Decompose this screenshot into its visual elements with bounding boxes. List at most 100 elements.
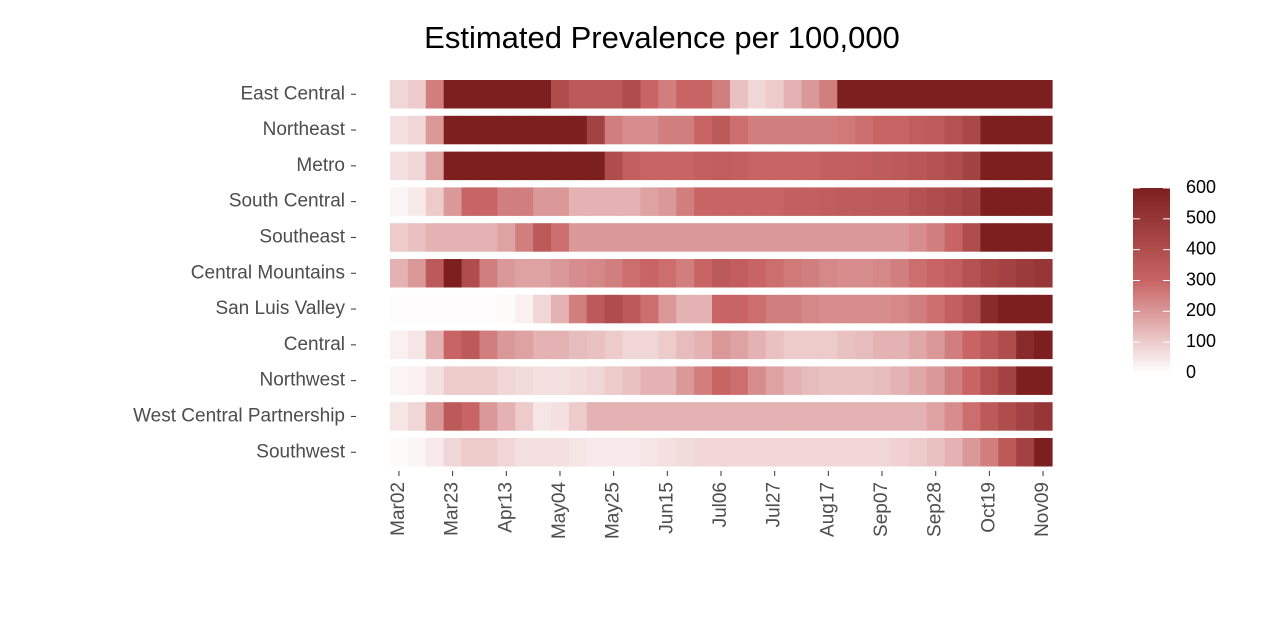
cell (604, 80, 624, 109)
cell (586, 223, 606, 252)
x-tick-label: May04 (549, 482, 570, 539)
cell (390, 402, 409, 431)
cell (443, 366, 463, 395)
cell (908, 115, 928, 145)
cell (622, 438, 642, 467)
cell (479, 330, 498, 360)
x-tick-label: Jul06 (710, 482, 731, 527)
cell (425, 223, 445, 252)
cell (801, 115, 821, 145)
cell (407, 402, 427, 431)
colorbar-label: 300 (1186, 269, 1216, 289)
cell (461, 402, 481, 431)
cell (855, 438, 874, 467)
cell (783, 259, 803, 288)
cell (765, 402, 785, 431)
cell (747, 438, 767, 467)
cell (944, 402, 964, 431)
cell (551, 294, 570, 324)
cell (998, 259, 1017, 288)
cell (586, 438, 606, 467)
cell (443, 80, 463, 109)
cell (640, 294, 659, 324)
cell (676, 259, 695, 288)
cell (622, 402, 642, 431)
cell (640, 259, 659, 288)
cell (998, 330, 1017, 360)
cell (551, 151, 570, 181)
cell (712, 223, 731, 252)
cell (533, 151, 552, 181)
y-tick-label: South Central (229, 191, 345, 212)
cell (980, 187, 999, 216)
cell (998, 223, 1017, 252)
cell (729, 80, 749, 109)
cell (497, 438, 516, 467)
cell (407, 438, 427, 467)
cell (747, 223, 767, 252)
y-tick-label: Northwest (259, 370, 345, 391)
cell (551, 187, 570, 216)
cell (515, 187, 534, 216)
cell (1034, 187, 1053, 216)
cell (837, 438, 856, 467)
cell (658, 330, 677, 360)
cell (783, 366, 803, 395)
cell (1016, 151, 1035, 181)
cell (765, 330, 785, 360)
x-tick-label: Sep07 (871, 482, 892, 537)
cell (497, 223, 516, 252)
colorbar-label: 600 (1186, 177, 1216, 197)
cell (443, 259, 463, 288)
cell (765, 187, 785, 216)
cell (890, 259, 910, 288)
cell (551, 80, 570, 109)
cell (890, 115, 910, 145)
cell (640, 80, 659, 109)
cell (855, 294, 874, 324)
cell (712, 115, 731, 145)
cell (604, 223, 624, 252)
cell (425, 294, 445, 324)
cell (890, 187, 910, 216)
cell (998, 402, 1017, 431)
cell (515, 259, 534, 288)
cell (533, 223, 552, 252)
cell (443, 223, 463, 252)
cell (1016, 438, 1035, 467)
cell (1016, 259, 1035, 288)
x-tick-label: Jul27 (764, 482, 785, 527)
cell (926, 330, 946, 360)
cell (676, 366, 695, 395)
cell (1034, 294, 1053, 324)
cell (998, 80, 1017, 109)
cell (908, 294, 928, 324)
cell (390, 330, 409, 360)
cell (533, 402, 552, 431)
cell (729, 366, 749, 395)
cell (962, 259, 982, 288)
cell (873, 330, 892, 360)
cell (604, 402, 624, 431)
cell (819, 187, 838, 216)
cell (837, 366, 856, 395)
cell (461, 438, 481, 467)
cell (658, 294, 677, 324)
cell (1016, 366, 1035, 395)
cell (443, 330, 463, 360)
cell (801, 294, 821, 324)
cell (586, 151, 606, 181)
cell (604, 294, 624, 324)
cell (801, 80, 821, 109)
cell (944, 259, 964, 288)
cell (944, 366, 964, 395)
cell (765, 294, 785, 324)
cell (873, 223, 892, 252)
cell (390, 115, 409, 145)
cell (479, 438, 498, 467)
cell (461, 223, 481, 252)
cell (801, 259, 821, 288)
cell (980, 294, 999, 324)
cell (515, 402, 534, 431)
cell (747, 187, 767, 216)
